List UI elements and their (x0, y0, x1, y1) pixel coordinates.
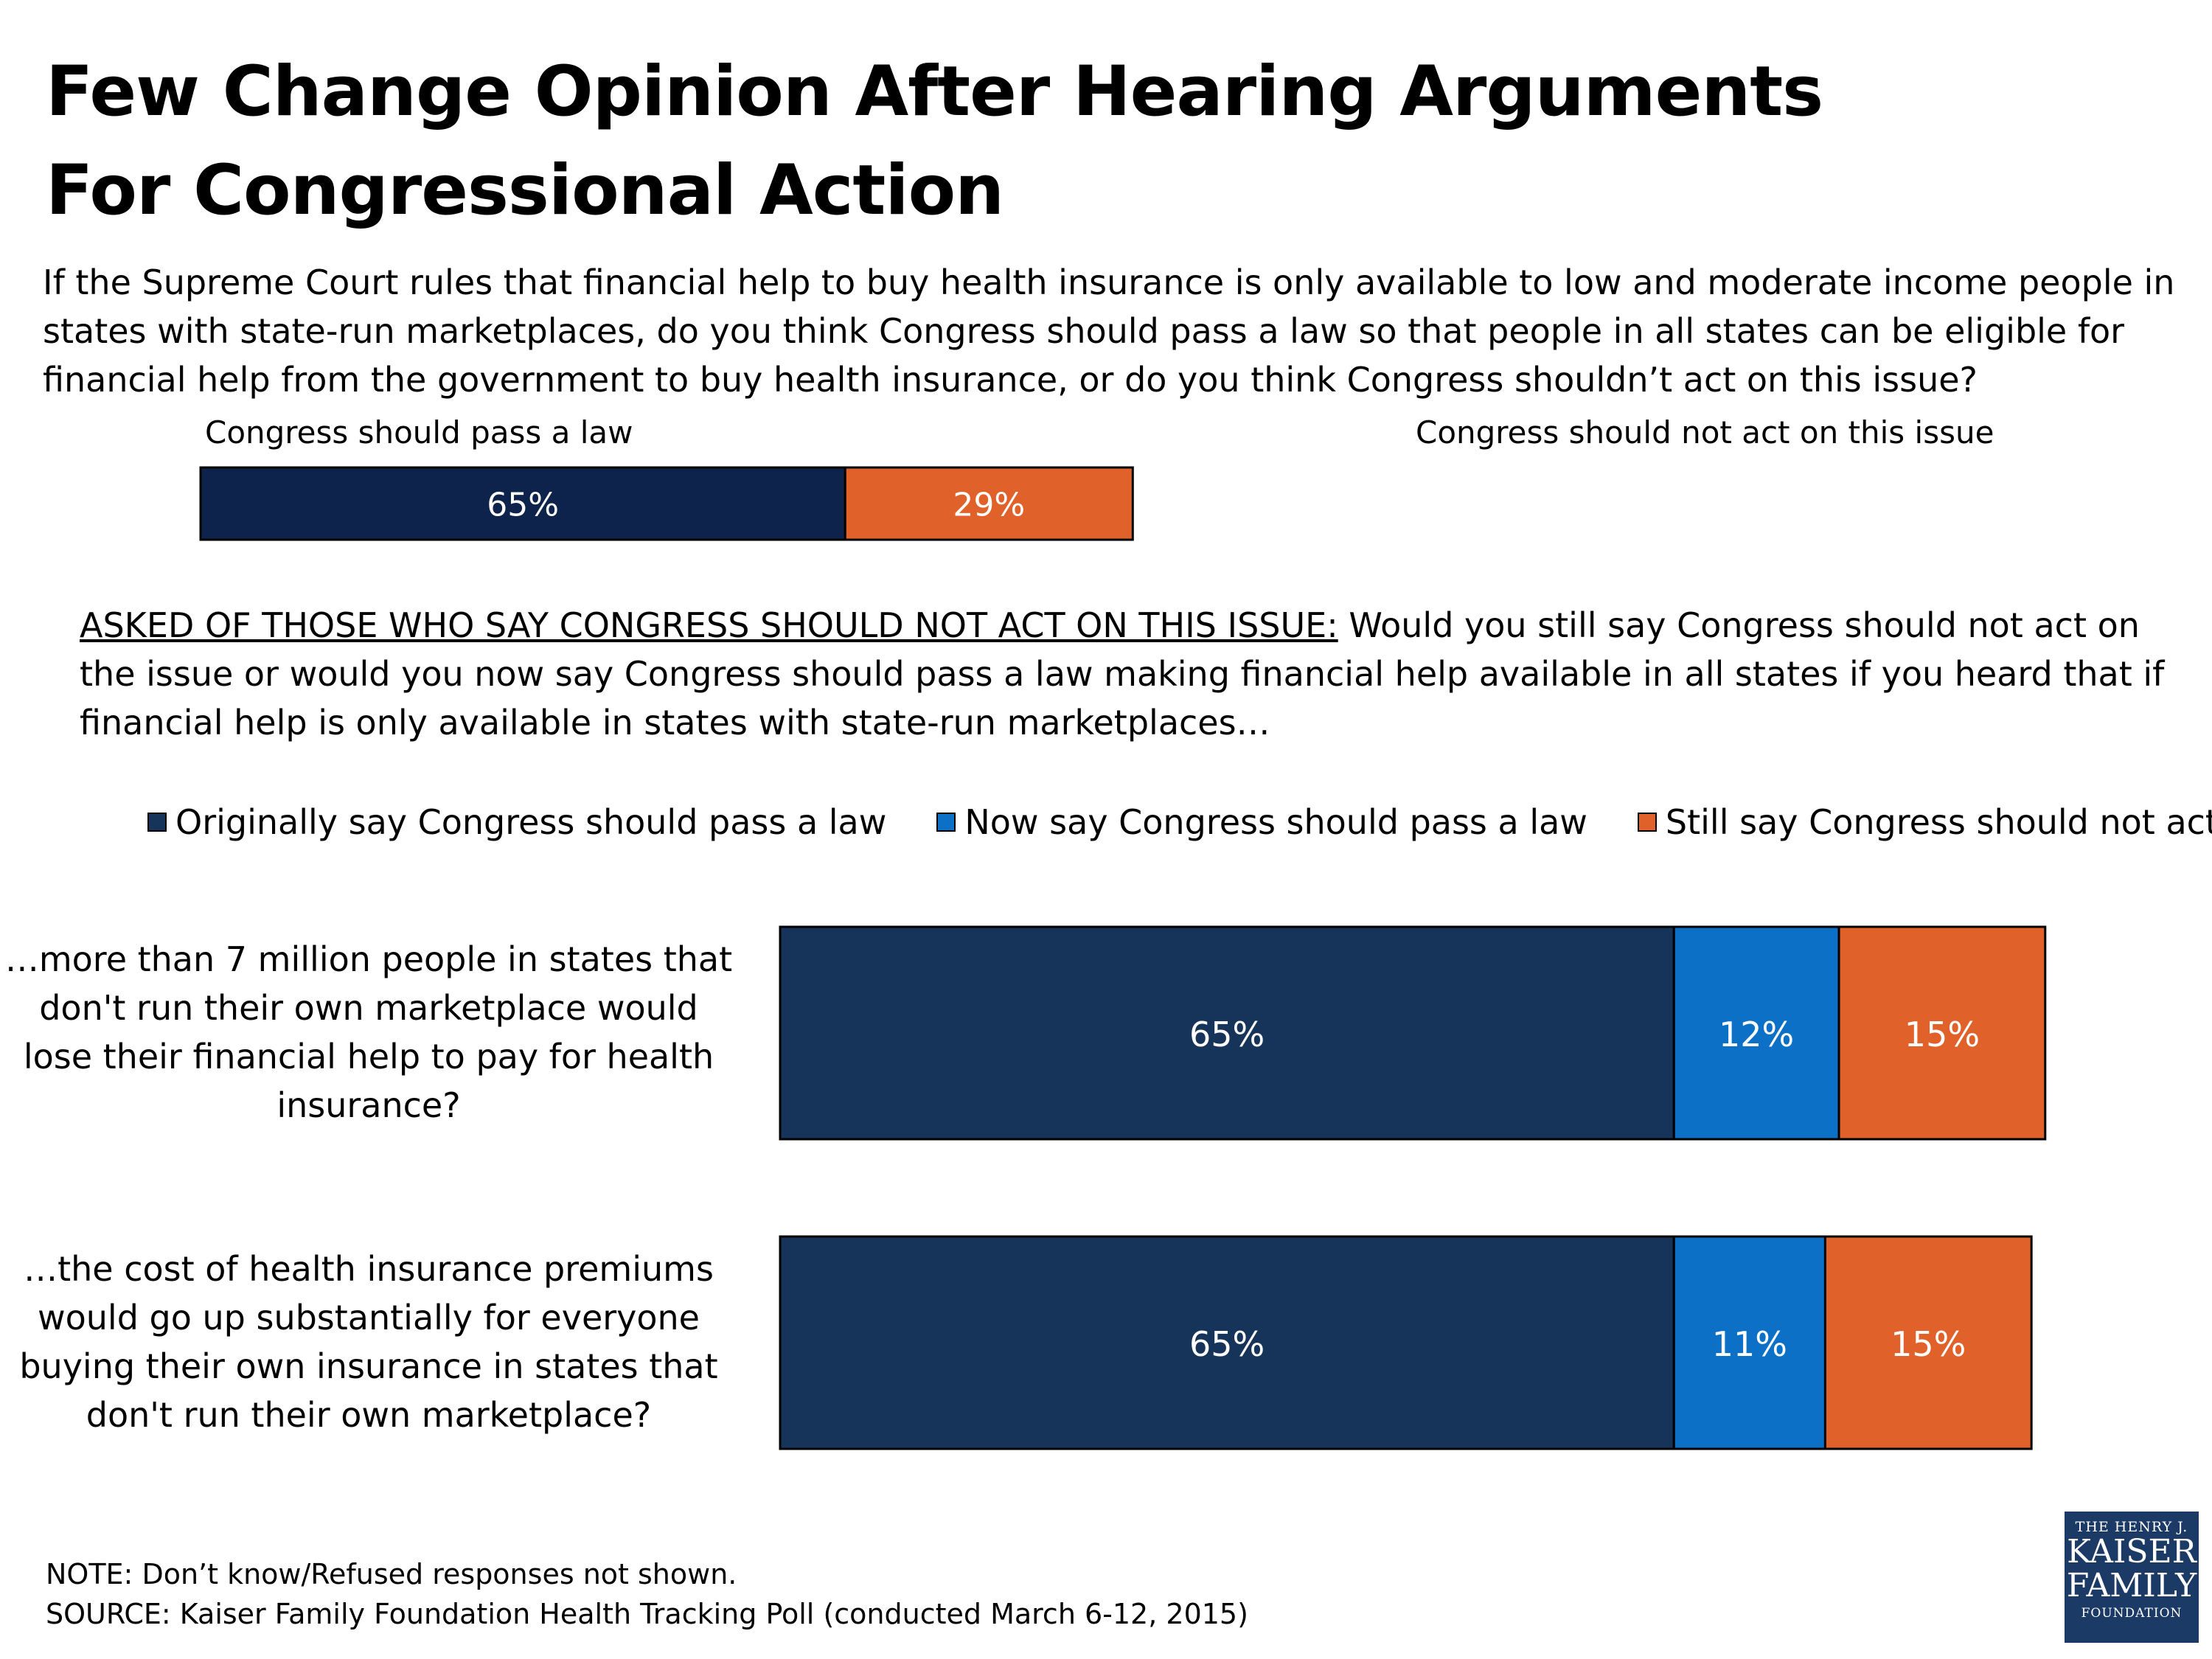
legend-swatch-blue (936, 813, 956, 832)
legend-label-now: Now say Congress should pass a law (964, 802, 1587, 842)
survey-question: If the Supreme Court rules that financia… (43, 262, 2175, 400)
bar-row1-segment-2 (1823, 1235, 2033, 1450)
bar-row1-segment-1 (1672, 1235, 1826, 1450)
legend-item-originally: Originally say Congress should pass a la… (147, 802, 886, 842)
bar-row1-value-1: 11% (1712, 1324, 1787, 1364)
top-bar-value-0: 65% (487, 487, 559, 524)
followup-question: ASKED OF THOSE WHO SAY CONGRESS SHOULD N… (80, 601, 2188, 747)
legend-label-still: Still say Congress should not act (1665, 802, 2212, 842)
logo-line-2a: KAISER (2067, 1533, 2197, 1571)
top-bar-segment-1 (844, 466, 1134, 541)
note-text: NOTE: Don’t know/Refused responses not s… (46, 1558, 737, 1590)
row-label-lose-help: …more than 7 million people in states th… (4, 939, 733, 1125)
top-bar-segment-0 (199, 466, 846, 541)
legend-swatch-navy (147, 813, 167, 832)
legend-swatch-orange (1637, 813, 1657, 832)
bar-row0-segment-1 (1672, 925, 1840, 1141)
kff-logo: THE HENRY J. KAISER FAMILY FOUNDATION (2065, 1512, 2199, 1643)
followup-text: Would you still say Congress should not … (80, 605, 2165, 742)
notes: NOTE: Don’t know/Refused responses not s… (46, 1554, 1248, 1634)
legend-label-originally: Originally say Congress should pass a la… (175, 802, 887, 842)
top-bar-value-1: 29% (953, 487, 1025, 524)
legend: Originally say Congress should pass a la… (147, 796, 2212, 848)
bar-row0-value-1: 12% (1719, 1015, 1794, 1054)
logo-line-3: FOUNDATION (2081, 1606, 2183, 1621)
page-title: Few Change Opinion After Hearing Argumen… (46, 52, 1823, 231)
top-bar-label-not-act: Congress should not act on this issue (1416, 414, 1994, 451)
source-text: SOURCE: Kaiser Family Foundation Health … (46, 1598, 1248, 1630)
bar-row1-segment-0 (779, 1235, 1675, 1450)
bar-row1-value-0: 65% (1189, 1324, 1265, 1364)
followup-lead: ASKED OF THOSE WHO SAY CONGRESS SHOULD N… (80, 605, 1338, 645)
bar-row0-value-2: 15% (1905, 1015, 1980, 1054)
row-label-premiums: …the cost of health insurance premiums w… (19, 1249, 718, 1435)
legend-item-still: Still say Congress should not act (1637, 802, 2212, 842)
logo-line-1: THE HENRY J. (2075, 1519, 2188, 1535)
bar-row0-value-0: 65% (1189, 1015, 1265, 1054)
logo-line-2b: FAMILY (2066, 1567, 2197, 1604)
bar-row0-segment-2 (1837, 925, 2047, 1141)
legend-item-now: Now say Congress should pass a law (936, 802, 1587, 842)
top-bar-label-pass: Congress should pass a law (205, 414, 633, 451)
bar-row0-segment-0 (779, 925, 1675, 1141)
bar-row1-value-2: 15% (1891, 1324, 1966, 1364)
